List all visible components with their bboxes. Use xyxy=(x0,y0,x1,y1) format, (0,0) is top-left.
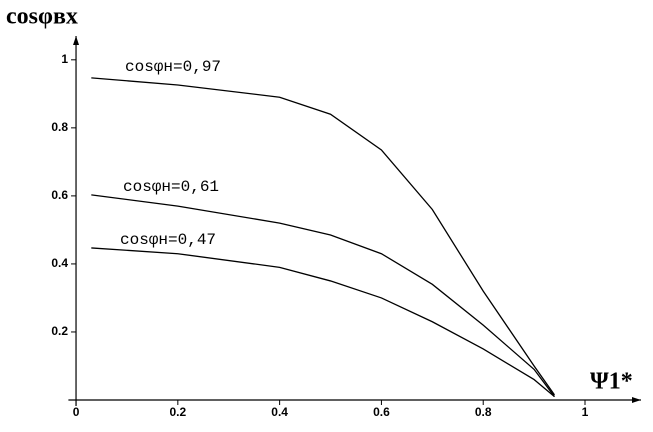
x-tick-label: 1 xyxy=(582,405,589,419)
x-axis-arrow xyxy=(632,397,641,403)
y-axis-label: cosφвх xyxy=(6,4,78,30)
x-tick-label: 0.6 xyxy=(373,405,390,419)
series-line xyxy=(91,77,556,396)
x-tick-label: 0.2 xyxy=(169,405,186,419)
y-tick-label: 0.8 xyxy=(51,120,68,134)
series-line xyxy=(91,247,555,398)
series-label: cosφн=0,97 xyxy=(125,58,221,76)
series-label: cosφн=0,47 xyxy=(120,231,216,249)
y-axis-arrow xyxy=(73,36,80,45)
x-tick-label: 0.8 xyxy=(475,405,492,419)
series-label: cosφн=0,61 xyxy=(123,178,219,196)
y-tick-label: 0.4 xyxy=(51,256,68,270)
x-tick-label: 0 xyxy=(73,405,80,419)
y-tick-label: 0.2 xyxy=(51,324,68,338)
y-tick-label: 0.6 xyxy=(51,188,68,202)
x-tick-label: 0.4 xyxy=(271,405,288,419)
y-tick-label: 1 xyxy=(61,52,68,66)
series-line xyxy=(91,194,555,397)
x-axis-label: Ψ1* xyxy=(590,369,633,395)
